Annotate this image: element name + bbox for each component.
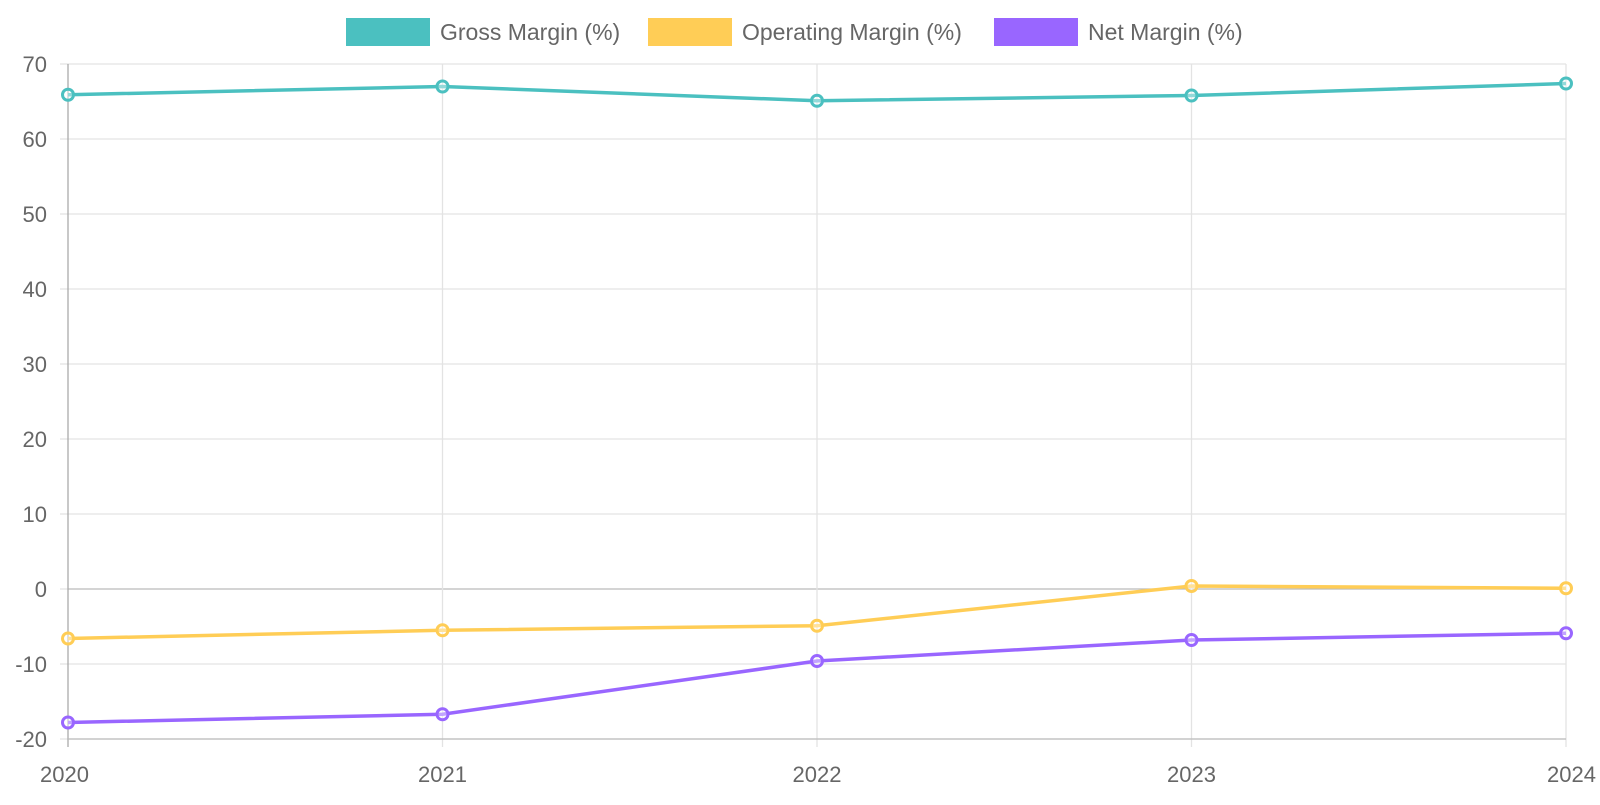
x-tick-label: 2023 — [1167, 762, 1216, 787]
data-point — [1184, 633, 1199, 647]
legend-label: Operating Margin (%) — [742, 19, 962, 45]
data-point — [1184, 88, 1199, 103]
y-tick-label: 30 — [23, 352, 47, 377]
y-tick-label: 70 — [23, 52, 47, 77]
y-tick-label: 60 — [23, 127, 47, 152]
y-tick-label: 20 — [23, 427, 47, 452]
series-line-1 — [67, 584, 1567, 641]
legend-label: Gross Margin (%) — [440, 19, 620, 45]
data-point — [810, 93, 824, 108]
data-point — [1184, 579, 1199, 593]
legend-label: Net Margin (%) — [1088, 19, 1243, 45]
data-point — [1559, 76, 1573, 91]
y-tick-label: -20 — [15, 727, 47, 752]
series-line-2 — [67, 631, 1567, 725]
y-tick-label: 50 — [23, 202, 47, 227]
data-point — [810, 654, 824, 668]
legend-swatch — [346, 18, 430, 46]
y-tick-label: 40 — [23, 277, 47, 302]
y-tick-label: 10 — [23, 502, 47, 527]
data-point — [61, 87, 75, 102]
y-tick-label: -10 — [15, 652, 47, 677]
data-point — [61, 631, 75, 646]
y-tick-label: 0 — [35, 577, 47, 602]
data-point — [435, 707, 450, 722]
x-tick-label: 2024 — [1547, 762, 1596, 787]
legend-swatch — [994, 18, 1078, 46]
x-tick-label: 2021 — [418, 762, 467, 787]
data-point — [61, 715, 75, 730]
data-point — [435, 623, 450, 638]
series-line-0 — [67, 81, 1567, 103]
legend-swatch — [648, 18, 732, 46]
x-tick-label: 2022 — [793, 762, 842, 787]
data-point — [435, 79, 450, 94]
x-tick-label: 2020 — [40, 762, 89, 787]
data-point — [1559, 626, 1573, 641]
data-point — [1559, 581, 1573, 596]
data-point — [810, 618, 824, 633]
